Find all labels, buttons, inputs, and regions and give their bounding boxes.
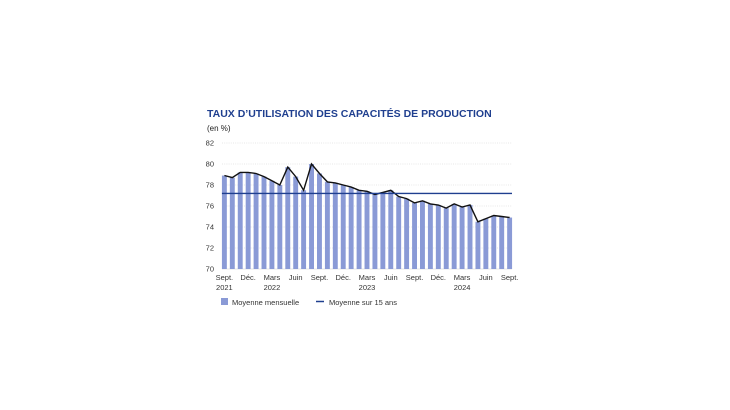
y-tick-label: 72: [206, 244, 214, 253]
bar: [309, 164, 314, 269]
y-tick-label: 82: [206, 139, 214, 148]
y-tick-label: 80: [206, 160, 214, 169]
bar: [372, 194, 378, 269]
legend-label-average: Moyenne sur 15 ans: [329, 298, 397, 307]
bar: [443, 208, 449, 269]
bar: [420, 200, 425, 269]
x-tick-year-label: 2022: [264, 283, 281, 292]
bar: [293, 176, 299, 269]
x-tick-label: Déc.: [431, 273, 446, 282]
bar: [285, 167, 291, 269]
bar: [332, 182, 338, 269]
bar: [396, 196, 402, 269]
y-tick-label: 78: [206, 181, 214, 190]
bar: [229, 177, 235, 269]
y-tick-label: 74: [206, 223, 214, 232]
x-tick-label: Sept.: [406, 273, 424, 282]
series-line-monthly: [224, 162, 510, 223]
bar: [475, 221, 481, 269]
x-tick-label: Mars: [264, 273, 281, 282]
y-axis-ticks: 70 72 74 76 78 80 82: [206, 139, 214, 274]
x-tick-year-label: 2023: [359, 283, 376, 292]
bar: [427, 203, 433, 269]
x-tick-label: Sept.: [311, 273, 329, 282]
bar: [507, 217, 513, 269]
bar: [364, 191, 370, 269]
x-tick-label: Juin: [384, 273, 398, 282]
chart-title: TAUX D’UTILISATION DES CAPACITÉS DE PROD…: [207, 107, 492, 120]
bar: [221, 175, 227, 269]
bar: [356, 190, 362, 269]
x-tick-label: Sept.: [501, 273, 519, 282]
legend-label-monthly: Moyenne mensuelle: [232, 298, 299, 307]
x-tick-year-label: 2024: [454, 283, 471, 292]
bar: [388, 190, 394, 269]
bar: [269, 180, 275, 269]
bar: [451, 203, 457, 269]
bar: [261, 176, 267, 269]
bar: [324, 181, 330, 269]
bar: [483, 218, 489, 269]
bar: [467, 204, 473, 269]
bars: [221, 164, 513, 269]
bar: [435, 204, 441, 269]
bar: [237, 172, 243, 269]
bar: [491, 215, 497, 269]
y-tick-label: 76: [206, 202, 214, 211]
x-tick-label: Juin: [289, 273, 303, 282]
legend: Moyenne mensuelle Moyenne sur 15 ans: [221, 298, 397, 307]
bar: [348, 187, 354, 269]
x-tick-label: Déc.: [336, 273, 351, 282]
bar: [404, 198, 410, 269]
x-tick-label: Déc.: [240, 273, 255, 282]
bar: [459, 207, 465, 269]
bar: [253, 173, 259, 269]
x-tick-label: Sept.: [216, 273, 234, 282]
bar: [499, 216, 505, 269]
x-tick-year-label: 2021: [216, 283, 233, 292]
bar: [317, 173, 322, 269]
legend-swatch-monthly: [221, 298, 228, 305]
bar: [412, 202, 417, 269]
unit-label: (en %): [207, 124, 231, 133]
y-tick-label: 70: [206, 265, 214, 274]
x-tick-label: Mars: [454, 273, 471, 282]
x-tick-label: Juin: [479, 273, 493, 282]
bar: [245, 172, 251, 269]
bar: [380, 192, 386, 269]
bar: [277, 185, 283, 269]
x-tick-label: Mars: [359, 273, 376, 282]
bar: [301, 190, 307, 269]
bar: [340, 185, 346, 269]
